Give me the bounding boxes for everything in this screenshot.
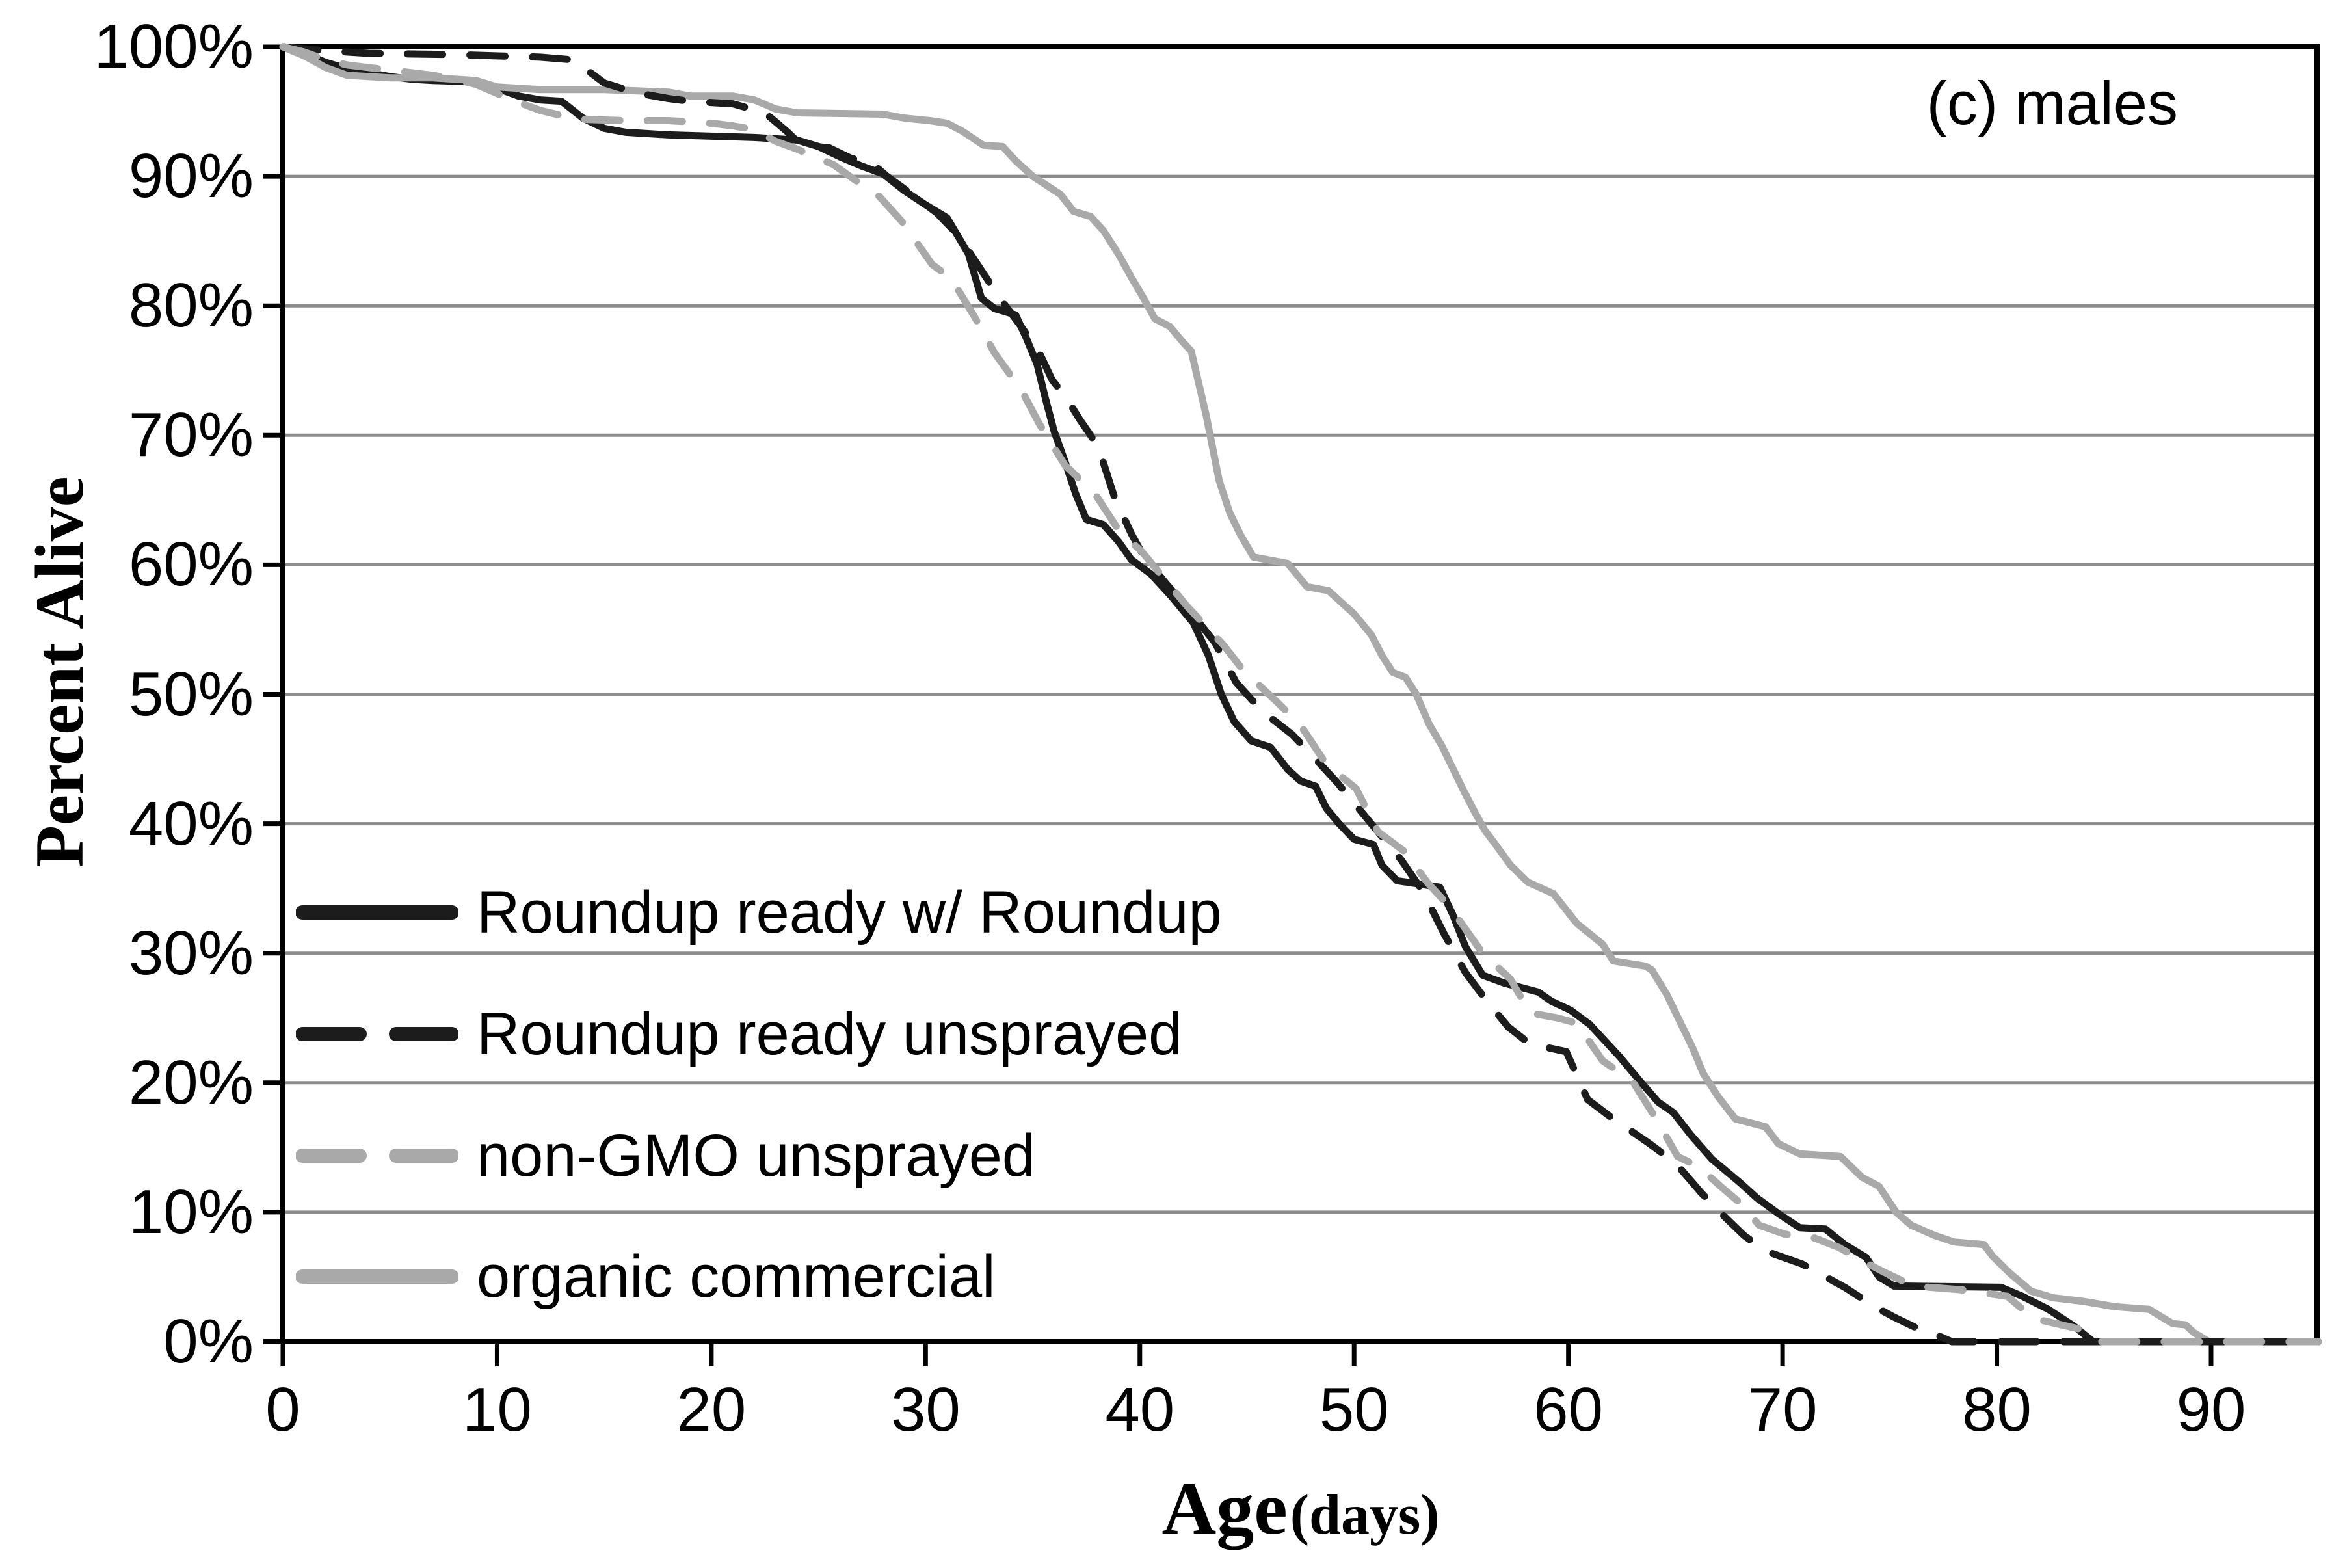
x-tick-label-40: 40 [1105, 1375, 1175, 1444]
legend-item-organic_commercial: organic commercial [296, 1241, 996, 1312]
series-roundup-ready-unsprayed [279, 43, 2322, 1346]
y-axis-title: Percent Alive [21, 476, 98, 868]
series-organic-commercial [279, 43, 2322, 1346]
legend-item-nongmo_unsprayed: non-GMO unsprayed [296, 1120, 1035, 1191]
x-tick-label-90: 90 [2176, 1375, 2246, 1444]
x-tick-label-60: 60 [1533, 1375, 1604, 1444]
legend-swatch-solid-line-icon [296, 1269, 458, 1284]
x-axis-title-units: (days) [1290, 1483, 1440, 1547]
x-tick-label-50: 50 [1319, 1375, 1389, 1444]
legend-swatch-dashed-line-icon [296, 1149, 458, 1163]
legend-swatch-dashed-line-icon [296, 1027, 458, 1041]
series-roundup-ready-w-roundup [279, 43, 2322, 1346]
series-non-gmo-unsprayed [279, 43, 2322, 1346]
x-tick-label-10: 10 [462, 1375, 532, 1444]
y-tick-label-40: 40% [128, 788, 254, 858]
panel-annotation: (c) males [1926, 69, 2178, 137]
y-tick-label-30: 30% [128, 918, 254, 988]
legend-item-rr_roundup: Roundup ready w/ Roundup [296, 877, 1222, 948]
y-tick-label-90: 90% [128, 141, 254, 211]
x-axis-title: Age (days) [780, 1471, 1821, 1547]
legend-item-rr_unsprayed: Roundup ready unsprayed [296, 998, 1182, 1070]
y-tick-label-20: 20% [128, 1047, 254, 1117]
x-axis-title-main: Age [1161, 1467, 1288, 1550]
y-tick-label-0: 0% [163, 1307, 254, 1376]
x-tick-label-20: 20 [676, 1375, 747, 1444]
x-tick-label-0: 0 [265, 1375, 300, 1444]
x-tick-label-70: 70 [1747, 1375, 1818, 1444]
legend-label-rr_unsprayed: Roundup ready unsprayed [477, 1001, 1182, 1067]
y-tick-label-60: 60% [128, 529, 254, 600]
x-tick-label-80: 80 [1962, 1375, 2032, 1444]
y-tick-label-70: 70% [128, 400, 254, 470]
legend-label-nongmo_unsprayed: non-GMO unsprayed [477, 1123, 1036, 1189]
y-tick-label-10: 10% [128, 1176, 254, 1247]
legend-swatch-solid-line-icon [296, 905, 458, 920]
legend-label-organic_commercial: organic commercial [477, 1243, 996, 1310]
y-tick-label-80: 80% [128, 271, 254, 341]
y-tick-label-50: 50% [128, 659, 254, 729]
legend-label-rr_roundup: Roundup ready w/ Roundup [477, 879, 1222, 946]
y-tick-label-100: 100% [94, 12, 254, 81]
x-tick-label-30: 30 [890, 1375, 961, 1444]
